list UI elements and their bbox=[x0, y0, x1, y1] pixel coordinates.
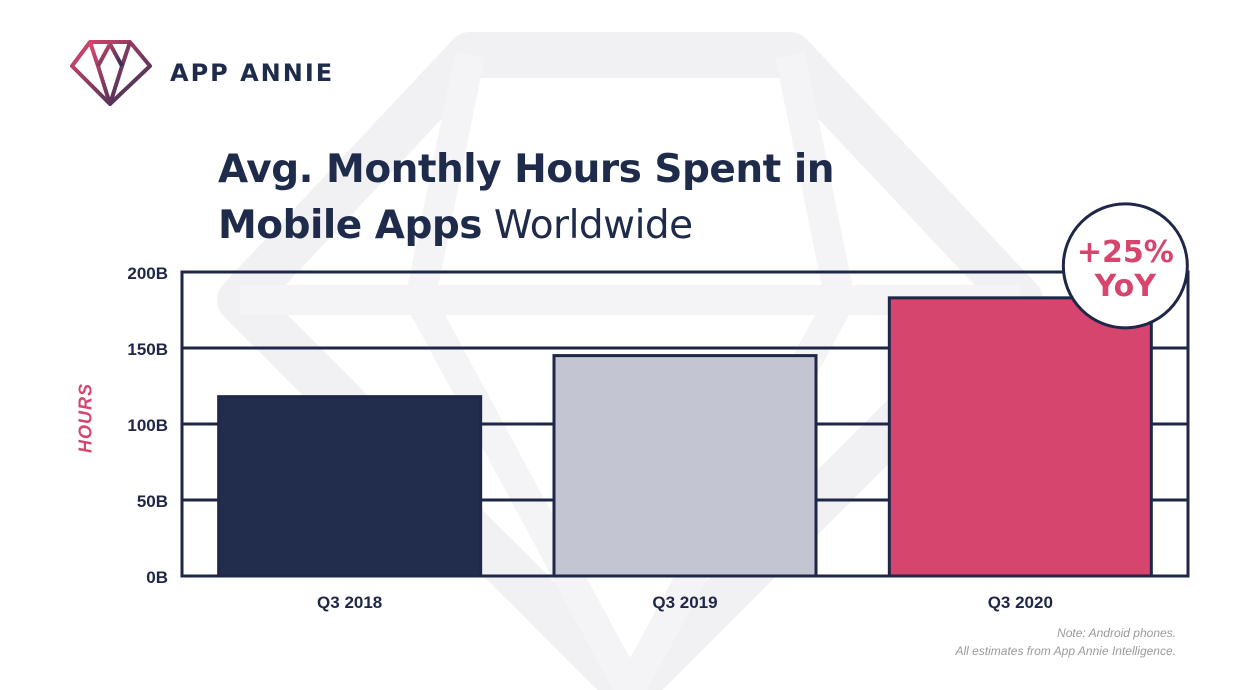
footnote-line-2: All estimates from App Annie Intelligenc… bbox=[955, 644, 1176, 658]
title-line-2-bold: Mobile Apps bbox=[218, 203, 483, 248]
bar bbox=[217, 395, 483, 578]
chart-title: Avg. Monthly Hours Spent in Mobile Apps … bbox=[218, 142, 834, 254]
diamond-logo-icon bbox=[70, 40, 152, 106]
yoy-badge-label: YoY bbox=[1094, 269, 1158, 304]
bar bbox=[887, 296, 1153, 578]
y-tick-label: 50B bbox=[137, 492, 168, 511]
brand-logo: APP ANNIE bbox=[70, 38, 334, 108]
y-tick-label: 200B bbox=[127, 264, 168, 283]
brand-name: APP ANNIE bbox=[170, 59, 335, 87]
y-tick-label: 150B bbox=[127, 340, 168, 359]
footnote: Note: Android phones. All estimates from… bbox=[955, 624, 1176, 660]
yoy-badge bbox=[1061, 202, 1189, 330]
yoy-badge-percent: +25% bbox=[1077, 235, 1174, 270]
x-tick-label: Q3 2020 bbox=[988, 593, 1053, 612]
y-tick-label: 100B bbox=[127, 416, 168, 435]
bar bbox=[552, 354, 818, 578]
x-tick-label: Q3 2018 bbox=[317, 593, 382, 612]
footnote-line-1: Note: Android phones. bbox=[1057, 626, 1176, 640]
title-line-2-light: Worldwide bbox=[482, 203, 693, 248]
y-tick-label: 0B bbox=[146, 568, 168, 587]
title-line-1: Avg. Monthly Hours Spent in bbox=[218, 147, 834, 192]
x-tick-label: Q3 2019 bbox=[652, 593, 717, 612]
